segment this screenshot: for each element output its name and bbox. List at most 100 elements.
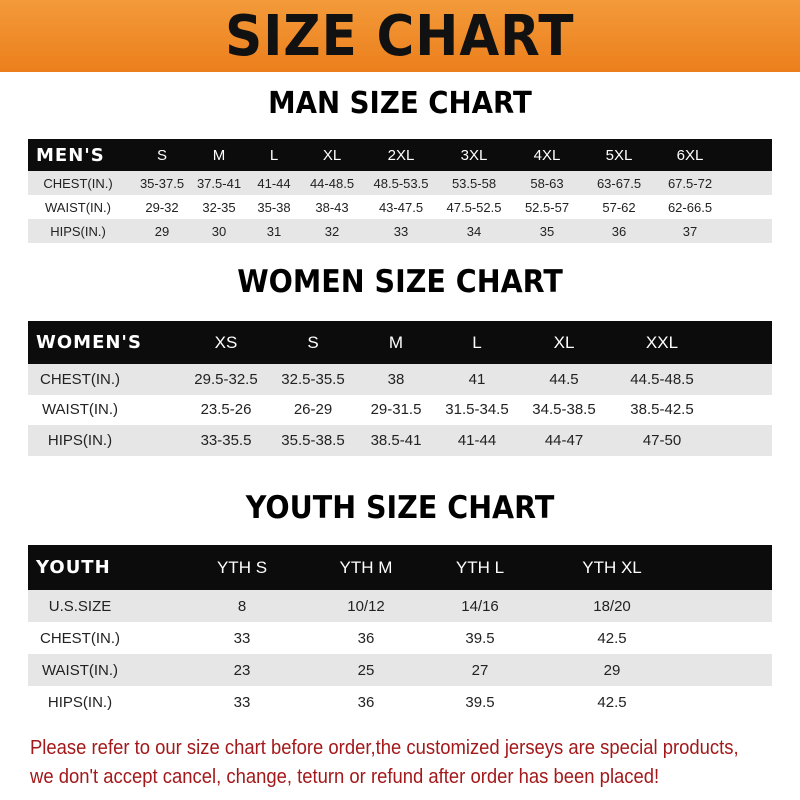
table-cell: 35-37.5: [139, 175, 185, 191]
table-cell: 47-50: [642, 431, 682, 449]
table-cell: 31.5-34.5: [445, 401, 509, 419]
size-header: 3XL: [460, 146, 488, 164]
header-row: WOMEN'S XS S M L XL XXL: [28, 321, 772, 364]
row-label: HIPS(IN.): [47, 693, 113, 711]
row-label: U.S.SIZE: [48, 597, 112, 615]
size-header: 5XL: [605, 146, 633, 164]
table-cell: 42.5: [597, 693, 627, 711]
table-cell: 36: [357, 693, 375, 711]
table-cell: 29-32: [145, 199, 179, 215]
table-cell: 35: [539, 223, 555, 239]
table-row: WAIST(IN.) 23.5-26 26-29 29-31.5 31.5-34.5 34…: [28, 394, 772, 425]
size-header: S: [156, 146, 168, 164]
table-cell: 38.5-41: [370, 431, 422, 449]
size-header: XL: [553, 332, 575, 352]
table-cell: 44.5: [549, 370, 579, 388]
header-row: MEN'S S M L XL 2XL 3XL 4XL 5XL 6XL: [28, 139, 772, 171]
table-cell: 37.5-41: [196, 175, 242, 191]
row-label: CHEST(IN.): [40, 629, 120, 647]
table-cell: 38: [387, 370, 405, 388]
table-cell: 27: [471, 661, 489, 679]
size-header: YTH M: [339, 557, 393, 577]
table-cell: 32-35: [202, 199, 236, 215]
table-cell: 34: [466, 223, 482, 239]
row-label: HIPS(IN.): [47, 431, 113, 449]
size-header: YTH XL: [582, 557, 642, 577]
row-label: WAIST(IN.): [45, 199, 111, 215]
size-header: 4XL: [533, 146, 561, 164]
size-header: 2XL: [387, 146, 415, 164]
table-cell: 32: [324, 223, 340, 239]
table-row: WAIST(IN.) 23 25 27 29: [28, 654, 772, 686]
table-row: HIPS(IN.) 29 30 31 32 33 34 35 36 37: [28, 219, 772, 243]
table-cell: 67.5-72: [667, 175, 713, 191]
table-cell: 48.5-53.5: [373, 175, 429, 191]
table-cell: 29.5-32.5: [194, 370, 258, 388]
header-row: YOUTH YTH S YTH M YTH L YTH XL: [28, 545, 772, 590]
table-cell: 29: [603, 661, 621, 679]
table-cell: 31: [266, 223, 282, 239]
table-cell: 44-48.5: [309, 175, 355, 191]
row-label: WAIST(IN.): [41, 661, 119, 679]
table-cell: 57-62: [602, 199, 636, 215]
table-row: HIPS(IN.) 33 36 39.5 42.5: [28, 686, 772, 718]
disclaimer-line-2: we don't accept cancel, change, teturn o…: [30, 765, 660, 788]
table-cell: 62-66.5: [667, 199, 713, 215]
table-cell: 33: [393, 223, 409, 239]
table-cell: 18/20: [593, 597, 631, 615]
size-header: XL: [322, 146, 342, 164]
table-row: U.S.SIZE 8 10/12 14/16 18/20: [28, 590, 772, 622]
table-cell: 36: [611, 223, 627, 239]
size-header: L: [472, 332, 482, 352]
table-cell: 44-47: [544, 431, 584, 449]
row-label: CHEST(IN.): [43, 175, 113, 191]
table-corner-label: WOMEN'S: [36, 332, 142, 353]
table-cell: 33-35.5: [200, 431, 252, 449]
size-header: L: [269, 146, 279, 164]
table-corner-label: MEN'S: [36, 144, 105, 166]
table-cell: 39.5: [465, 693, 495, 711]
table-cell: 33: [233, 693, 251, 711]
title-banner: SIZE CHART: [0, 0, 800, 72]
table-cell: 47.5-52.5: [446, 199, 502, 215]
table-cell: 41-44: [457, 431, 497, 449]
table-cell: 14/16: [461, 597, 499, 615]
youth-section-title: YOUTH SIZE CHART: [245, 490, 555, 526]
row-label: HIPS(IN.): [50, 223, 106, 239]
table-cell: 58-63: [530, 175, 564, 191]
table-row: WAIST(IN.) 29-32 32-35 35-38 38-43 43-47.5 47.…: [28, 195, 772, 219]
size-header: M: [388, 332, 404, 352]
table-cell: 42.5: [597, 629, 627, 647]
size-header: XXL: [645, 332, 679, 352]
table-cell: 10/12: [347, 597, 385, 615]
table-cell: 38-43: [315, 199, 349, 215]
size-header: M: [212, 146, 226, 164]
table-cell: 30: [211, 223, 227, 239]
table-cell: 29: [154, 223, 170, 239]
size-header: 6XL: [676, 146, 704, 164]
table-cell: 43-47.5: [378, 199, 424, 215]
table-cell: 25: [357, 661, 375, 679]
table-cell: 38.5-42.5: [630, 401, 694, 419]
table-cell: 23: [233, 661, 251, 679]
table-cell: 44.5-48.5: [630, 370, 694, 388]
table-cell: 34.5-38.5: [532, 401, 596, 419]
size-header: XS: [214, 332, 238, 352]
table-corner-label: YOUTH: [36, 557, 111, 578]
table-cell: 37: [682, 223, 698, 239]
table-cell: 29-31.5: [370, 401, 422, 419]
size-header: YTH S: [216, 557, 268, 577]
table-row: CHEST(IN.) 33 36 39.5 42.5: [28, 622, 772, 654]
size-header: YTH L: [455, 557, 505, 577]
size-header: S: [307, 332, 319, 352]
table-cell: 35-38: [257, 199, 291, 215]
disclaimer-line-1: Please refer to our size chart before or…: [30, 736, 739, 759]
row-label: WAIST(IN.): [41, 401, 119, 419]
table-cell: 52.5-57: [524, 199, 570, 215]
page-title: SIZE CHART: [225, 3, 575, 69]
table-row: HIPS(IN.) 33-35.5 35.5-38.5 38.5-41 41-44 44-…: [28, 425, 772, 456]
women-section-title: WOMEN SIZE CHART: [237, 264, 563, 300]
table-cell: 35.5-38.5: [281, 431, 345, 449]
row-label: CHEST(IN.): [40, 370, 120, 388]
table-cell: 39.5: [465, 629, 495, 647]
